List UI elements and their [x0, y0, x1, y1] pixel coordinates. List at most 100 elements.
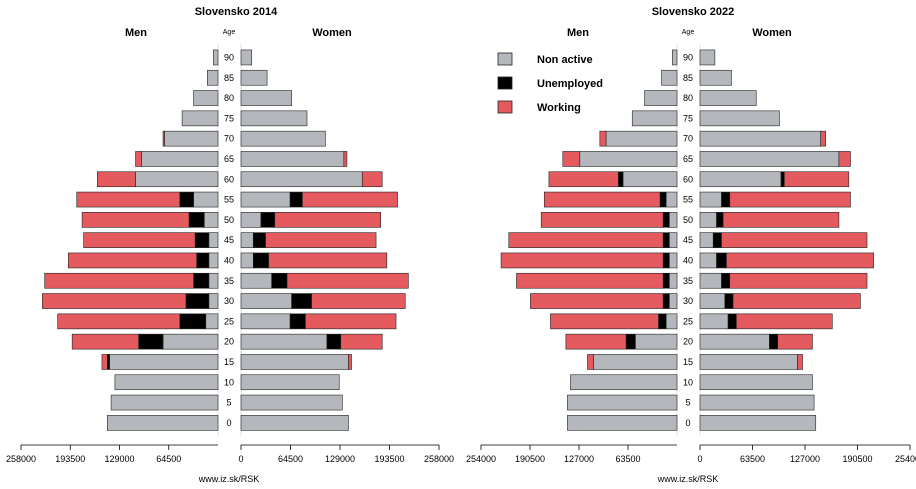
men-working-bar	[101, 354, 108, 370]
men-unemployed-bar	[185, 293, 210, 309]
x-tick-label: 258000	[424, 454, 454, 464]
men-non-active-bar	[207, 69, 219, 86]
women-non-active-bar	[699, 252, 717, 269]
x-tick-label: 129000	[325, 454, 355, 464]
women-working-bar	[777, 333, 813, 350]
women-unemployed-bar	[252, 252, 269, 269]
age-label: 20	[683, 337, 693, 347]
x-tick-label: 190500	[515, 454, 545, 464]
legend-label: Working	[537, 102, 581, 114]
men-non-active-bar	[135, 171, 219, 188]
women-non-active-bar	[699, 171, 782, 188]
men-working-bar	[57, 313, 181, 330]
age-label: 70	[683, 134, 693, 144]
men-non-active-bar	[203, 212, 219, 228]
men-non-active-bar	[114, 374, 219, 391]
women-unemployed-bar	[326, 333, 342, 350]
men-non-active-bar	[567, 394, 678, 411]
women-non-active-bar	[699, 394, 815, 411]
women-non-active-bar	[240, 354, 349, 370]
x-tick-label: 0	[697, 454, 702, 464]
women-non-active-bar	[699, 151, 840, 167]
age-label: 70	[224, 134, 234, 144]
age-label: 65	[224, 154, 234, 164]
age-label: 80	[224, 93, 234, 103]
women-non-active-bar	[240, 272, 272, 289]
men-unemployed-bar	[188, 212, 205, 228]
women-working-bar	[265, 232, 377, 248]
pyramid-panel-1: Slovensko 2014 Men Women Age 0 5 10 15 20 25 30 35 4…	[6, 6, 454, 484]
women-working-bar	[268, 252, 388, 269]
age-label: 5	[685, 398, 690, 408]
age-header: Age	[223, 29, 236, 36]
age-label: 25	[224, 316, 234, 326]
source-label: www.iz.sk/RSK	[198, 474, 260, 484]
men-unemployed-bar	[194, 232, 210, 248]
age-label: 75	[224, 113, 234, 123]
pyramid-panel-2: Slovensko 2022 Men Women Age 0 5 10 15 20 25 30 35 4…	[466, 6, 916, 484]
men-non-active-bar	[110, 394, 219, 411]
men-unemployed-bar	[625, 333, 636, 350]
age-header: Age	[682, 29, 695, 36]
men-working-bar	[68, 252, 197, 269]
women-non-active-bar	[240, 252, 254, 269]
age-label: 30	[224, 296, 234, 306]
age-label: 0	[226, 418, 231, 428]
men-non-active-bar	[193, 191, 219, 208]
women-working-bar	[721, 232, 868, 248]
women-working-bar	[274, 212, 381, 228]
men-non-active-bar	[181, 110, 219, 127]
women-unemployed-bar	[712, 232, 722, 248]
men-non-active-bar	[668, 232, 678, 248]
x-tick-label: 129000	[104, 454, 134, 464]
women-non-active-bar	[240, 130, 326, 147]
age-label: 55	[683, 195, 693, 205]
x-tick-label: 64500	[156, 454, 181, 464]
legend-label: Unemployed	[537, 78, 603, 90]
women-non-active-bar	[699, 90, 757, 106]
men-unemployed-bar	[662, 293, 670, 309]
women-label: Women	[752, 27, 792, 39]
women-working-bar	[305, 313, 397, 330]
men-non-active-bar	[668, 272, 678, 289]
age-label: 40	[683, 255, 693, 265]
women-unemployed-bar	[291, 293, 312, 309]
chart-title: Slovensko 2014	[195, 6, 278, 18]
legend-swatch-working	[497, 100, 513, 114]
men-non-active-bar	[605, 130, 678, 147]
women-working-bar	[820, 130, 826, 147]
age-label: 35	[683, 276, 693, 286]
age-label: 10	[683, 377, 693, 387]
men-working-bar	[548, 171, 619, 188]
men-unemployed-bar	[662, 232, 670, 248]
women-label: Women	[312, 27, 352, 39]
women-non-active-bar	[240, 394, 343, 411]
women-non-active-bar	[699, 212, 717, 228]
age-label: 0	[685, 418, 690, 428]
age-label: 85	[224, 73, 234, 83]
x-tick-label: 127000	[564, 454, 594, 464]
women-unemployed-bar	[721, 272, 731, 289]
men-working-bar	[162, 130, 165, 147]
men-non-active-bar	[205, 313, 219, 330]
men-unemployed-bar	[179, 191, 194, 208]
men-unemployed-bar	[662, 252, 670, 269]
women-working-bar	[838, 151, 851, 167]
women-working-bar	[361, 171, 383, 188]
age-label: 45	[683, 235, 693, 245]
men-working-bar	[562, 151, 581, 167]
women-non-active-bar	[240, 110, 308, 127]
men-working-bar	[587, 354, 594, 370]
source-label: www.iz.sk/RSK	[657, 474, 719, 484]
men-non-active-bar	[635, 333, 678, 350]
women-non-active-bar	[240, 69, 268, 86]
men-non-active-bar	[668, 212, 678, 228]
age-label: 15	[224, 357, 234, 367]
men-non-active-bar	[631, 110, 678, 127]
x-tick-label: 193500	[55, 454, 85, 464]
age-label: 85	[683, 73, 693, 83]
women-non-active-bar	[240, 212, 262, 228]
women-non-active-bar	[699, 49, 716, 66]
women-non-active-bar	[240, 293, 292, 309]
women-non-active-bar	[240, 151, 345, 167]
